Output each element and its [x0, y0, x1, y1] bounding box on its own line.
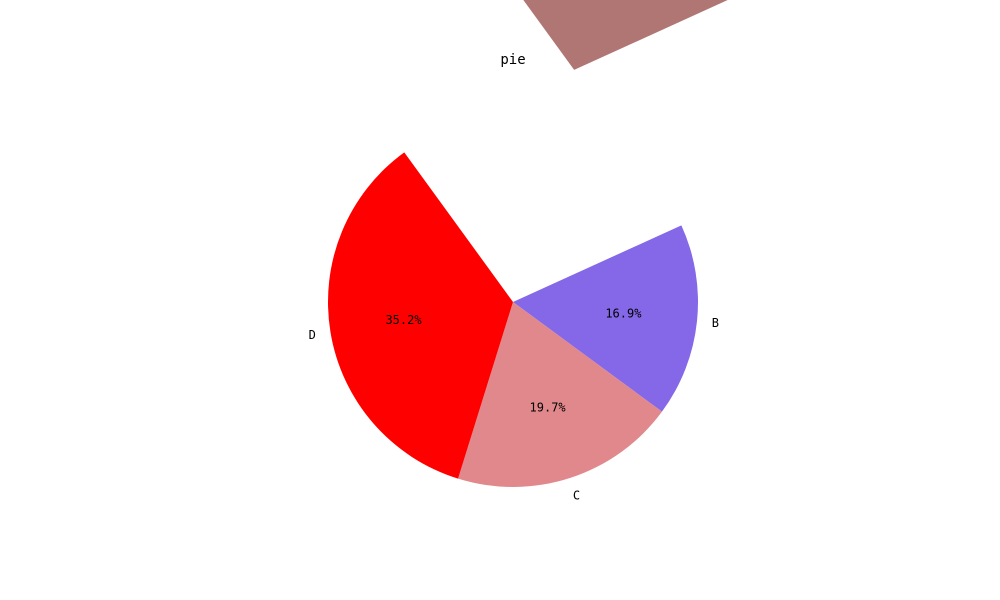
- slice-c: [458, 302, 662, 487]
- slice-d: [327, 152, 513, 479]
- slice-a: [523, 0, 728, 70]
- chart-title: pie: [500, 52, 525, 68]
- pct-label-c: 19.7%: [530, 401, 567, 415]
- slice-label-b: B: [712, 316, 719, 330]
- pct-label-d: 35.2%: [385, 313, 422, 327]
- pct-label-b: 16.9%: [605, 307, 642, 321]
- slice-label-c: C: [573, 488, 580, 502]
- pie-labels: A28.2%B16.9%C19.7%D35.2%: [309, 307, 719, 503]
- slice-label-d: D: [309, 328, 316, 342]
- pie-slices: [327, 0, 728, 487]
- slice-b: [513, 225, 699, 412]
